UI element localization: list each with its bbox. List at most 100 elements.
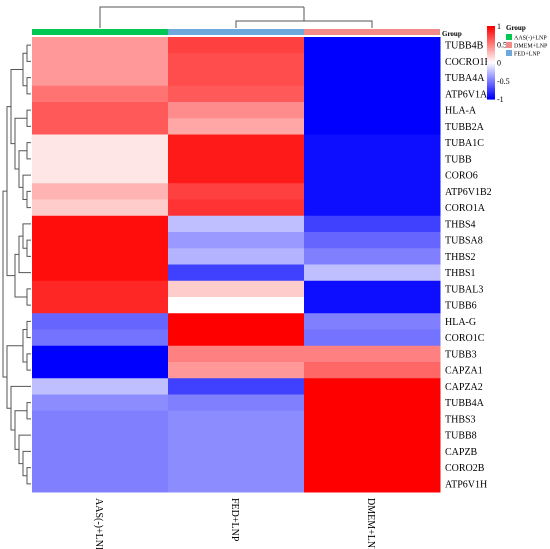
row-label: CORO1A [445, 203, 486, 214]
dendrogram-branch [22, 52, 27, 87]
dendrogram-branch [235, 20, 373, 28]
color-scale-step [487, 44, 495, 47]
dendrogram-branch [26, 353, 31, 371]
heatmap-cell [304, 410, 441, 428]
row-labels: TUBB4B COCRO1B TUBA4A ATP6V1A HLA-A TUBB2A TUB… [445, 41, 492, 491]
heatmap-cell [304, 183, 441, 200]
heatmap-cell [32, 85, 169, 103]
heatmap-cell [32, 280, 169, 298]
group-legend-label: FED+LNP [514, 52, 541, 58]
heatmap-cell [168, 443, 305, 460]
heatmap-cell [168, 69, 305, 87]
row-label: HLA-A [445, 106, 477, 117]
heatmap-cell [32, 167, 169, 184]
heatmap-cell [168, 362, 305, 379]
heatmap-cell [32, 69, 169, 87]
color-scale-step [487, 73, 495, 76]
color-scale-step [487, 89, 495, 93]
color-scale-step [487, 57, 495, 60]
heatmap-cell [32, 215, 169, 233]
dendrogram-branch [6, 345, 23, 409]
group-legend-label: AAS(-)+LNP [514, 35, 547, 42]
heatmap-cell [168, 118, 305, 135]
row-label: TUBB3 [445, 349, 477, 360]
dendrogram-branch [26, 320, 31, 339]
heatmap-cell [168, 280, 305, 298]
row-label: CAPZA1 [445, 366, 483, 377]
heatmap-cell [168, 394, 305, 412]
row-label: TUBA4A [445, 73, 485, 84]
heatmap-cell [304, 427, 441, 444]
color-scale-step [487, 40, 495, 44]
color-scale-step [487, 95, 495, 98]
heatmap-cell [304, 443, 441, 460]
row-label: THBS2 [445, 252, 476, 263]
group-bar-segment [304, 29, 440, 35]
group-legend-swatch [506, 42, 512, 48]
heatmap-cell [304, 329, 441, 347]
row-label: CAPZA2 [445, 382, 483, 393]
color-scale-step [487, 49, 495, 53]
dendrogram-branch [99, 6, 304, 28]
column-label: AAS(-)+LNP [93, 498, 104, 549]
heatmap-cell [304, 362, 441, 379]
color-scale-step [487, 86, 495, 89]
heatmap-cell [32, 199, 169, 217]
dendrogram-branch [26, 288, 31, 306]
dendrogram-branch [26, 142, 31, 160]
heatmap-cell [168, 378, 305, 395]
color-scale-step [487, 88, 495, 91]
color-scale-step [487, 82, 495, 85]
dendrogram-branch [26, 190, 31, 209]
color-scale-step [487, 53, 495, 56]
heatmap-cell [168, 475, 305, 493]
row-label: THBS3 [445, 414, 476, 425]
heatmap-cell [304, 232, 441, 249]
group-legend-swatch [506, 34, 512, 40]
color-scale-tick: 0 [497, 59, 501, 68]
color-scale-step [487, 35, 495, 38]
heatmap-cell [32, 362, 169, 379]
row-label: THBS4 [445, 219, 476, 230]
heatmap-cell [304, 248, 441, 265]
heatmap-cell [168, 427, 305, 444]
heatmap-cell [168, 102, 305, 119]
color-scale-step [487, 60, 495, 64]
color-scale-step [487, 84, 495, 87]
heatmap-cell [32, 394, 169, 412]
color-scale-step [487, 97, 495, 100]
heatmap-cell [168, 37, 305, 54]
row-label: HLA-G [445, 317, 476, 328]
heatmap-cell [168, 248, 305, 265]
heatmap-cell [168, 167, 305, 184]
heatmap-cell [32, 248, 169, 265]
heatmap-cell [168, 199, 305, 217]
color-scale-legend: 1 0.5 0 -0.5 -1 [487, 22, 510, 104]
heatmap-cell [304, 102, 441, 119]
color-scale-step [487, 27, 495, 31]
dendrogram-branch [14, 410, 27, 450]
color-scale-step [487, 67, 495, 71]
color-scale-step [487, 69, 495, 73]
heatmap-cell [32, 102, 169, 119]
column-label: FED+LNP [229, 498, 240, 542]
row-label: TUBAL3 [445, 284, 483, 295]
group-annotation-label: Group [442, 30, 462, 38]
heatmap-cell [32, 459, 169, 477]
row-label: CORO2B [445, 463, 485, 474]
color-scale-step [487, 75, 495, 78]
heatmap-cell [32, 118, 169, 135]
heatmap-cell [32, 378, 169, 395]
heatmap-cell [304, 134, 441, 152]
heatmap-cell [32, 410, 169, 428]
heatmap-cell [32, 313, 169, 330]
heatmap-cell [304, 215, 441, 233]
color-scale-step [487, 71, 495, 75]
dendrogram-branch [26, 402, 31, 420]
row-label: TUBB2A [445, 122, 485, 133]
row-label: TUBB [445, 154, 472, 165]
heatmap-cell [304, 313, 441, 330]
row-label: CORO1C [445, 333, 485, 344]
heatmap-cell [32, 297, 169, 314]
